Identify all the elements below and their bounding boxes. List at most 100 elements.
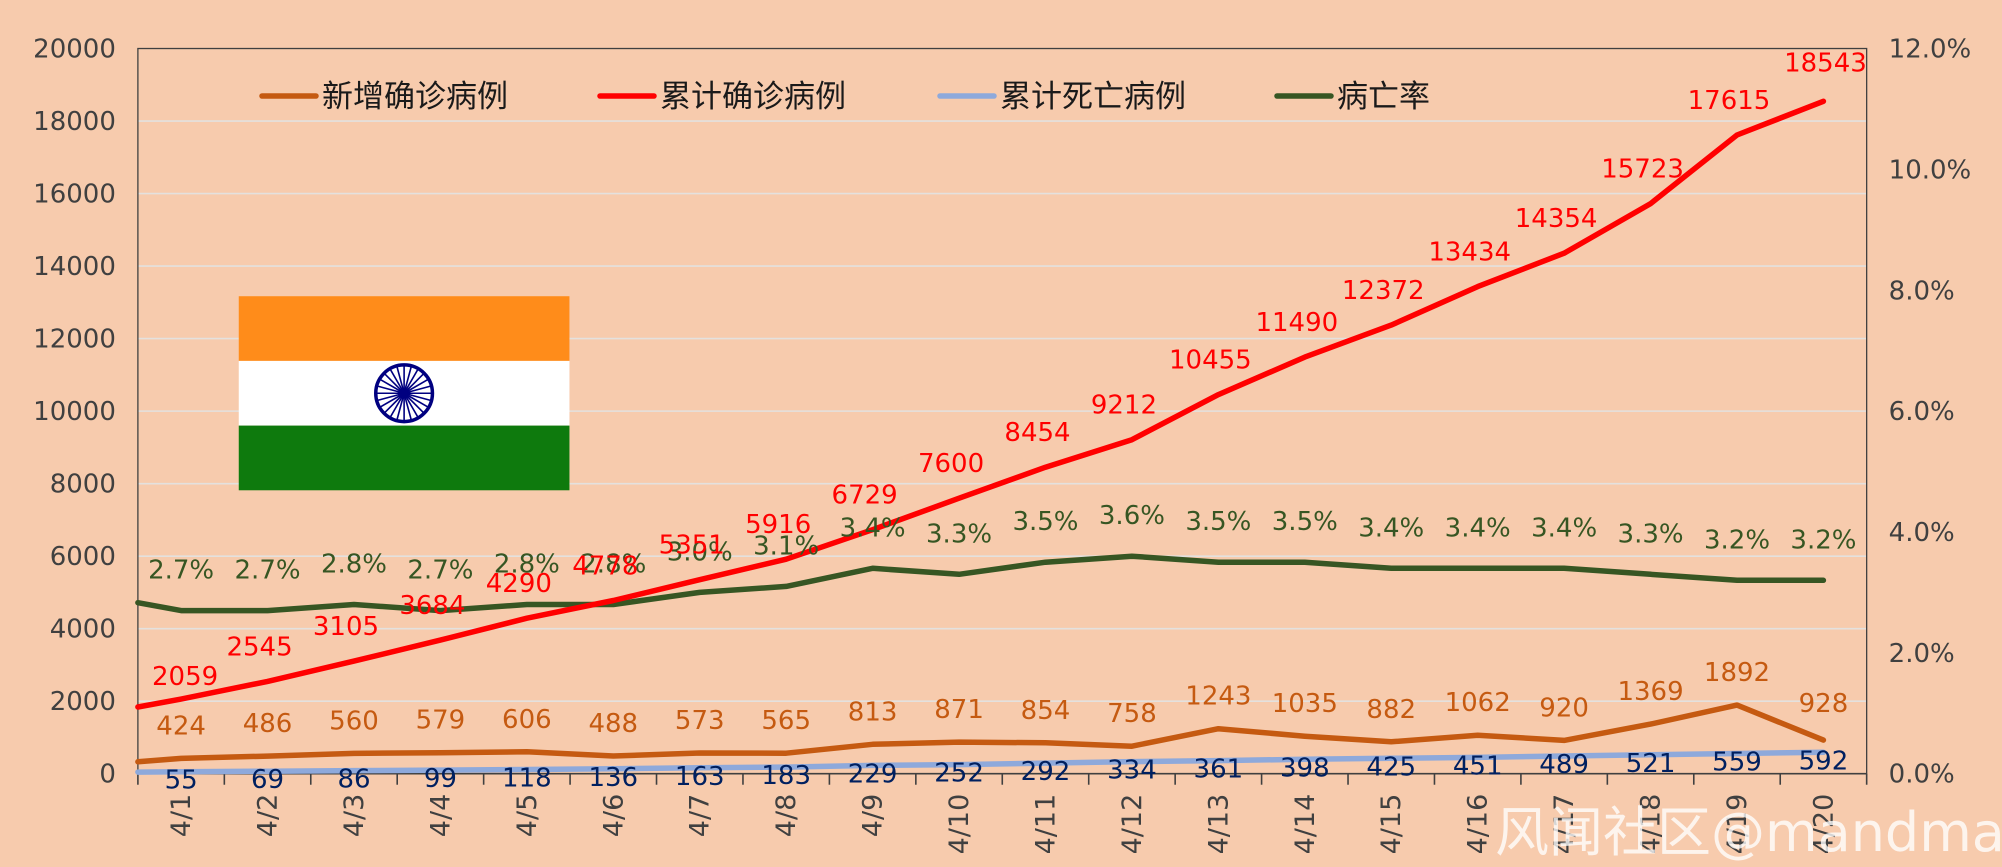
data-label: 486 (243, 709, 293, 739)
data-label: 3.0% (667, 537, 733, 567)
data-label: 4778 (572, 551, 638, 581)
x-tick-label: 4/7 (685, 794, 716, 837)
y-left-tick-label: 8000 (50, 470, 116, 500)
y-right-tick-label: 2.0% (1889, 639, 1955, 669)
data-label: 99 (424, 764, 457, 794)
data-label: 2545 (226, 632, 292, 662)
x-tick-label: 4/18 (1636, 794, 1667, 855)
data-label: 3.1% (753, 531, 819, 561)
x-tick-label: 4/10 (944, 794, 975, 855)
data-label: 559 (1712, 747, 1762, 777)
y-left-tick-label: 16000 (33, 180, 116, 210)
data-label: 2.7% (235, 556, 301, 586)
y-left-tick-label: 2000 (50, 687, 116, 717)
data-label: 398 (1280, 753, 1330, 783)
data-label: 334 (1107, 756, 1157, 786)
x-tick-label: 4/4 (425, 794, 456, 837)
data-label: 579 (416, 706, 466, 736)
data-label: 813 (848, 697, 898, 727)
flag-chakra-hub (400, 389, 408, 397)
data-label: 1369 (1617, 677, 1683, 707)
x-tick-label: 4/8 (771, 794, 802, 837)
flag-chakra-spoke (379, 392, 405, 409)
data-label: 3.3% (1618, 519, 1684, 549)
data-label: 252 (934, 759, 984, 789)
flag-chakra-spoke (403, 392, 425, 414)
flag-chakra-spoke (403, 372, 425, 394)
series-line-fatality-rate (135, 553, 1827, 614)
data-label: 3.2% (1704, 525, 1770, 555)
data-label: 3.2% (1790, 525, 1856, 555)
data-label: 3.5% (1012, 507, 1078, 537)
data-label: 69 (251, 765, 284, 795)
x-tick-label: 4/17 (1549, 794, 1580, 855)
data-label: 3.5% (1185, 507, 1251, 537)
flag-chakra-spoke (403, 393, 413, 421)
data-label: 1892 (1704, 658, 1770, 688)
data-label: 3.6% (1099, 501, 1165, 531)
flag-chakra-spoke (389, 368, 405, 394)
data-label: 565 (761, 706, 811, 736)
x-tick-label: 4/11 (1030, 794, 1061, 855)
series-line-cumulative-deaths (135, 749, 1827, 775)
data-label: 3.4% (1358, 513, 1424, 543)
flag-chakra-spoke (395, 365, 405, 394)
data-label: 292 (1021, 757, 1071, 787)
y-right-tick-label: 4.0% (1889, 518, 1955, 548)
x-tick-label: 4/19 (1722, 794, 1753, 855)
series-line-new-cases (135, 702, 1827, 765)
y-left-tick-label: 14000 (33, 252, 116, 282)
watermark-text: 风闻社区@mandman (1495, 801, 2002, 864)
y-left-tick-label: 12000 (33, 325, 116, 355)
data-label: 7600 (918, 449, 984, 479)
data-label: 2059 (152, 662, 218, 692)
flag-chakra-spoke (403, 368, 419, 394)
data-label: 14354 (1515, 204, 1598, 234)
data-label: 573 (675, 706, 725, 736)
y-right-tick-label: 12.0% (1889, 35, 1972, 65)
flag-chakra-spoke (395, 393, 405, 421)
data-label: 9212 (1091, 391, 1157, 421)
flag-green-band (238, 425, 570, 491)
x-tick-label: 4/12 (1117, 794, 1148, 855)
data-label: 1243 (1185, 682, 1251, 712)
x-tick-label: 4/6 (598, 794, 629, 837)
data-label: 13434 (1428, 238, 1511, 268)
data-label: 758 (1107, 699, 1157, 729)
data-label: 920 (1539, 693, 1589, 723)
data-label: 17615 (1688, 86, 1771, 116)
x-tick-label: 4/16 (1463, 794, 1494, 855)
flag-chakra-spoke (403, 392, 432, 402)
x-tick-label: 4/2 (253, 794, 284, 837)
flag-chakra-spoke (383, 372, 405, 394)
x-tick-label: 4/13 (1203, 794, 1234, 855)
data-label: 2.8% (494, 550, 560, 580)
series-line-cumulative-cases (135, 98, 1827, 710)
y-left-tick-label: 6000 (50, 542, 116, 572)
data-label: 163 (675, 762, 725, 792)
legend-label: 新增确诊病例 (322, 79, 508, 115)
data-label: 425 (1366, 752, 1416, 782)
y-right-tick-label: 0.0% (1889, 760, 1955, 790)
legend-label: 累计确诊病例 (660, 79, 846, 115)
flag-chakra-spoke (383, 392, 405, 414)
data-label: 521 (1626, 749, 1676, 779)
data-label: 55 (165, 766, 198, 796)
x-tick-label: 4/5 (512, 794, 543, 837)
data-label: 4290 (486, 569, 552, 599)
data-label: 2.7% (407, 556, 473, 586)
data-label: 488 (588, 709, 638, 739)
flag-chakra-spoke (376, 392, 405, 402)
data-label: 5916 (745, 510, 811, 540)
flag-chakra-spoke (403, 378, 430, 394)
data-label: 3.4% (840, 513, 906, 543)
data-label: 8454 (1004, 418, 1070, 448)
y-left-tick-label: 20000 (33, 35, 116, 65)
data-label: 229 (848, 759, 898, 789)
flag-chakra-spoke (389, 392, 405, 419)
data-label: 560 (329, 706, 379, 736)
data-label: 3.5% (1272, 507, 1338, 537)
data-label: 871 (934, 695, 984, 725)
data-label: 136 (588, 763, 638, 793)
x-tick-label: 4/9 (858, 794, 889, 837)
